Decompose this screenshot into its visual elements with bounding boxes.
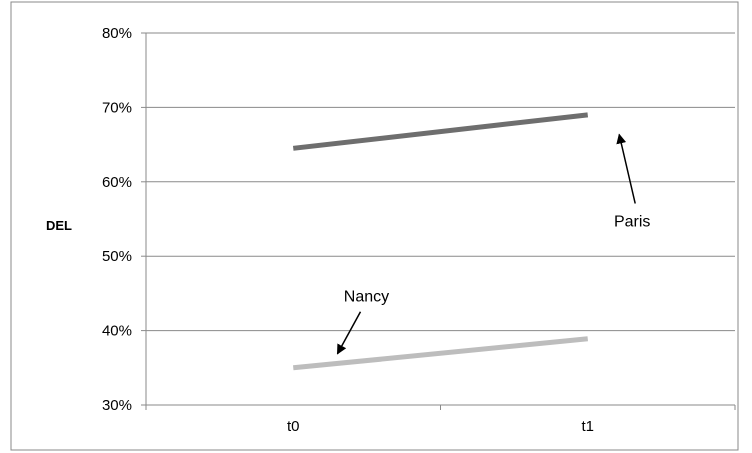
annotations: Paris Nancy bbox=[336, 133, 650, 355]
annotation-label-nancy: Nancy bbox=[344, 289, 389, 306]
y-tick-label: 30% bbox=[102, 397, 132, 414]
x-tick-label: t0 bbox=[287, 418, 300, 435]
chart-border bbox=[10, 1, 739, 451]
series-line-nancy bbox=[293, 336, 588, 371]
x-axis-ticks: t0 t1 bbox=[145, 405, 736, 435]
y-tick-label: 80% bbox=[102, 25, 132, 42]
y-tick-label: 70% bbox=[102, 99, 132, 116]
series-line-paris bbox=[292, 112, 589, 151]
series-lines bbox=[292, 112, 589, 371]
y-axis-title: DEL bbox=[46, 218, 72, 233]
gridlines bbox=[146, 32, 735, 332]
annotation-arrow-nancy bbox=[336, 311, 362, 355]
annotation-arrow-paris bbox=[616, 133, 636, 204]
y-tick-label: 50% bbox=[102, 248, 132, 265]
y-tick-label: 40% bbox=[102, 323, 132, 340]
annotation-label-paris: Paris bbox=[614, 213, 650, 230]
y-tick-label: 60% bbox=[102, 174, 132, 191]
y-axis-ticks: 30% 40% 50% 60% 70% 80% bbox=[102, 25, 146, 414]
x-tick-label: t1 bbox=[581, 418, 594, 435]
